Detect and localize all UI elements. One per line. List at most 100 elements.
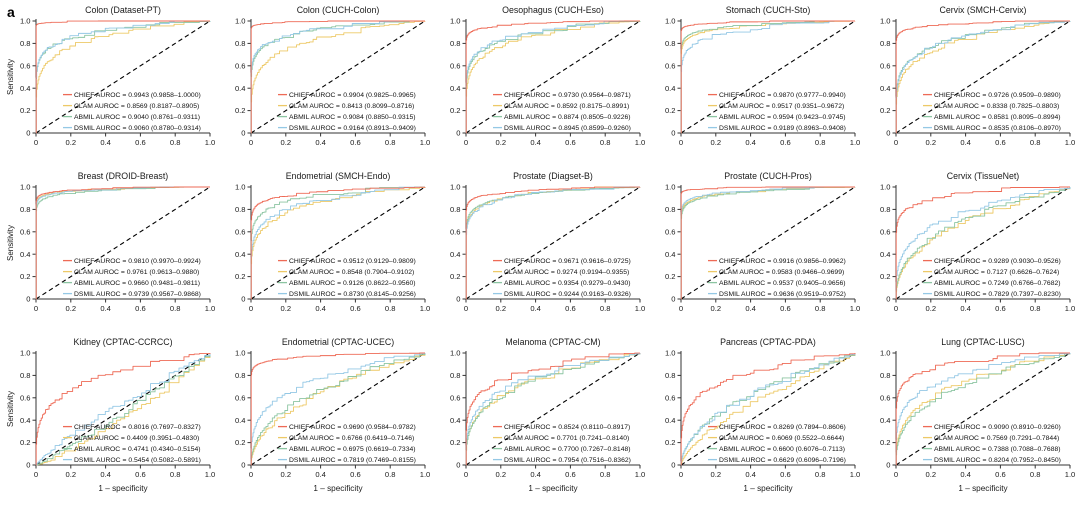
roc-curve-chief [895, 20, 1070, 134]
x-tick-label: 0.4 [315, 470, 326, 479]
y-tick-label: 0.4 [879, 416, 890, 425]
panel-title: Endometrial (SMCH-Endo) [285, 171, 390, 181]
legend-label-abmil: ABMIL AUROC = 0.9594 (0.9423–0.9745) [719, 114, 846, 121]
legend-label-abmil: ABMIL AUROC = 0.9660 (0.9481–0.9811) [74, 280, 200, 287]
y-tick-label: 1.0 [664, 183, 675, 192]
roc-curve-abmil [465, 353, 640, 466]
y-tick-label: 0 [241, 461, 245, 470]
legend-label-abmil: ABMIL AUROC = 0.8581 (0.8095–0.8994) [934, 114, 1061, 121]
y-tick-label: 0.6 [879, 393, 890, 402]
roc-curve-dsmil [465, 20, 640, 134]
panel-title: Colon (CUCH-Colon) [296, 5, 379, 15]
y-tick-label: 0.4 [234, 416, 245, 425]
roc-curve-dsmil [680, 186, 855, 300]
x-tick-label: 0.2 [65, 304, 76, 313]
y-tick-label: 0 [26, 295, 30, 304]
y-tick-label: 1.0 [19, 17, 30, 26]
legend-label-clam: CLAM AUROC = 0.8592 (0.8175–0.8991) [504, 103, 629, 110]
panel-title: Breast (DROID-Breast) [77, 171, 167, 181]
y-tick-label: 0.8 [879, 371, 890, 380]
roc-plot: Endometrial (SMCH-Endo) 0 0.2 0.4 0.6 0.8 1.0 0… [234, 171, 429, 313]
y-tick-label: 0.8 [879, 205, 890, 214]
x-tick-label: 0.6 [565, 470, 576, 479]
y-axis-label: Sensitivity [6, 391, 15, 427]
y-tick-label: 0.8 [234, 371, 245, 380]
y-tick-label: 0.6 [879, 61, 890, 70]
legend-label-dsmil: DSMIL AUROC = 0.6629 (0.6096–0.7196) [719, 457, 846, 464]
y-tick-label: 0.2 [664, 272, 675, 281]
y-tick-label: 0 [456, 461, 460, 470]
legend-label-chief: CHIEF AUROC = 0.8016 (0.7697–0.8327) [74, 424, 201, 431]
roc-panel-cell: Colon (CUCH-Colon) 0 0.2 0.4 0.6 0.8 1.0 0 0.2 0.… [218, 3, 433, 169]
panel-title: Lung (CPTAC-LUSC) [941, 337, 1024, 347]
roc-curve-clam [250, 353, 425, 466]
roc-plot: Kidney (CPTAC-CCRCC) Sensitivity 0 0.2 0.4 0.… [6, 337, 215, 493]
roc-panel-cell: Prostate (Diagset-B) 0 0.2 0.4 0.6 0.8 1.0 0 0.2… [433, 169, 648, 335]
roc-plot: Cervix (SMCH-Cervix) 0 0.2 0.4 0.6 0.8 1.0 0 0.2… [879, 5, 1074, 147]
legend-label-chief: CHIEF AUROC = 0.9726 (0.9509–0.9890) [934, 92, 1061, 99]
legend-label-abmil: ABMIL AUROC = 0.9126 (0.8622–0.9560) [289, 280, 416, 287]
legend-label-clam: CLAM AUROC = 0.8569 (0.8187–0.8905) [74, 103, 199, 110]
roc-plot: Breast (DROID-Breast) Sensitivity 0 0.2 0.4 0… [6, 171, 215, 313]
roc-curve-clam [35, 20, 210, 134]
roc-panel-cell: Stomach (CUCH-Sto) 0 0.2 0.4 0.6 0.8 1.0 0 0.2 0.… [648, 3, 863, 169]
x-axis-label: 1 – specificity [528, 484, 578, 493]
roc-curve-dsmil [680, 353, 855, 466]
y-tick-label: 0.4 [19, 416, 30, 425]
y-tick-label: 1.0 [234, 17, 245, 26]
roc-curve-chief [250, 352, 425, 466]
chance-diagonal-line [895, 352, 1070, 466]
roc-plot: Melanoma (CPTAC-CM) 0 0.2 0.4 0.6 0.8 1.0 0 0.2 0… [449, 337, 644, 493]
y-tick-label: 0.2 [19, 106, 30, 115]
chance-diagonal-line [680, 186, 855, 300]
y-tick-label: 1.0 [879, 349, 890, 358]
x-tick-label: 0 [463, 138, 467, 147]
y-tick-label: 1.0 [19, 349, 30, 358]
legend-label-chief: CHIEF AUROC = 0.9090 (0.8910–0.9260) [934, 424, 1061, 431]
x-tick-label: 0.4 [530, 304, 541, 313]
x-tick-label: 0 [33, 470, 37, 479]
x-tick-label: 0.2 [495, 470, 506, 479]
x-tick-label: 0.4 [315, 138, 326, 147]
x-tick-label: 0.6 [995, 470, 1006, 479]
legend-label-abmil: ABMIL AUROC = 0.6975 (0.6619–0.7334) [289, 446, 416, 453]
x-tick-label: 0.4 [100, 470, 111, 479]
x-tick-label: 1.0 [849, 470, 860, 479]
x-tick-label: 0 [893, 304, 897, 313]
roc-curve-chief [680, 20, 855, 134]
chance-diagonal-line [895, 20, 1070, 134]
y-tick-label: 0.6 [19, 61, 30, 70]
roc-curve-clam [680, 20, 855, 134]
legend-label-dsmil: DSMIL AUROC = 0.9060 (0.8780–0.9314) [74, 125, 201, 132]
roc-panel-grid: Colon (Dataset-PT) Sensitivity 0 0.2 0.4 0.6 0… [3, 3, 1078, 510]
x-axis-label: 1 – specificity [958, 484, 1008, 493]
legend-label-clam: CLAM AUROC = 0.9583 (0.9466–0.9699) [719, 269, 844, 276]
x-tick-label: 0.2 [710, 470, 721, 479]
legend-label-chief: CHIEF AUROC = 0.9671 (0.9616–0.9725) [504, 258, 631, 265]
x-tick-label: 0.2 [280, 470, 291, 479]
y-tick-label: 0.6 [449, 227, 460, 236]
x-tick-label: 0.4 [530, 138, 541, 147]
chance-diagonal-line [680, 20, 855, 134]
x-tick-label: 0 [893, 470, 897, 479]
roc-curve-chief [465, 186, 640, 300]
x-tick-label: 0.4 [315, 304, 326, 313]
y-tick-label: 1.0 [449, 183, 460, 192]
legend-label-chief: CHIEF AUROC = 0.9512 (0.9129–0.9809) [289, 258, 416, 265]
roc-curve-abmil [250, 186, 425, 300]
x-tick-label: 0 [463, 470, 467, 479]
x-tick-label: 0.6 [135, 138, 146, 147]
y-tick-label: 0.2 [449, 106, 460, 115]
roc-plot: Colon (CUCH-Colon) 0 0.2 0.4 0.6 0.8 1.0 0 0.2 0.… [234, 5, 430, 147]
chance-diagonal-line [465, 352, 640, 466]
legend-label-clam: CLAM AUROC = 0.6766 (0.6419–0.7146) [289, 435, 414, 442]
roc-panel-cell: Breast (DROID-Breast) Sensitivity 0 0.2 0.4 0… [3, 169, 218, 335]
chance-diagonal-line [35, 20, 210, 134]
legend-label-clam: CLAM AUROC = 0.9274 (0.9194–0.9355) [504, 269, 629, 276]
x-axis-label: 1 – specificity [313, 484, 363, 493]
x-tick-label: 1.0 [419, 138, 430, 147]
x-tick-label: 0.8 [169, 304, 180, 313]
y-tick-label: 0 [886, 295, 890, 304]
x-tick-label: 0.8 [814, 304, 825, 313]
